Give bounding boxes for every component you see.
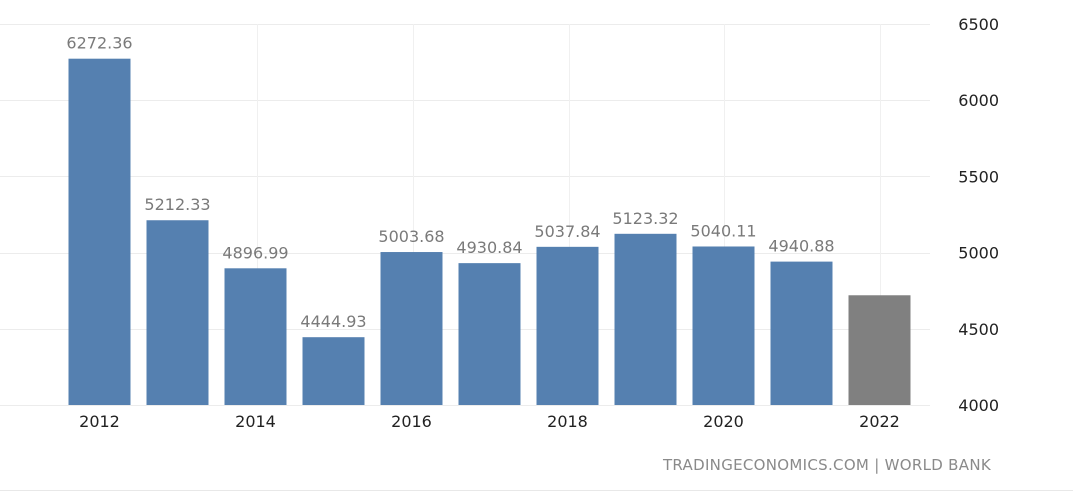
bar-2018[interactable] xyxy=(536,246,599,405)
bar-2013[interactable] xyxy=(146,220,209,405)
x-tick-2020: 2020 xyxy=(703,412,744,431)
y-axis: 4000 4500 5000 5500 6000 6500 xyxy=(958,15,999,415)
x-axis: 2012 2014 2016 2018 2020 2022 xyxy=(79,412,900,431)
x-tick-2018: 2018 xyxy=(547,412,588,431)
y-tick-4000: 4000 xyxy=(958,396,999,415)
data-label-2019: 5123.32 xyxy=(612,209,678,228)
x-tick-2014: 2014 xyxy=(235,412,276,431)
data-label-2021: 4940.88 xyxy=(768,237,834,256)
x-tick-2022: 2022 xyxy=(859,412,900,431)
x-tick-2016: 2016 xyxy=(391,412,432,431)
x-tick-2012: 2012 xyxy=(79,412,120,431)
bottom-divider xyxy=(0,490,1073,491)
data-label-2012: 6272.36 xyxy=(66,34,132,53)
bar-2016[interactable] xyxy=(380,252,443,405)
y-tick-5500: 5500 xyxy=(958,167,999,186)
bar-2015[interactable] xyxy=(302,337,365,405)
data-labels: 6272.36 5212.33 4896.99 4444.93 5003.68 4930.… xyxy=(66,34,834,332)
data-label-2018: 5037.84 xyxy=(534,222,600,241)
bar-2022[interactable] xyxy=(848,295,911,405)
bar-2014[interactable] xyxy=(224,268,287,405)
bar-2019[interactable] xyxy=(614,233,677,405)
bar-2020[interactable] xyxy=(692,246,755,405)
data-label-2020: 5040.11 xyxy=(690,221,756,240)
bar-2017[interactable] xyxy=(458,263,521,405)
data-label-2013: 5212.33 xyxy=(144,195,210,214)
data-label-2015: 4444.93 xyxy=(300,312,366,331)
data-label-2017: 4930.84 xyxy=(456,238,522,257)
y-tick-6500: 6500 xyxy=(958,15,999,34)
y-tick-6000: 6000 xyxy=(958,91,999,110)
bars xyxy=(68,58,911,406)
source-credit[interactable]: TRADINGECONOMICS.COM | WORLD BANK xyxy=(662,456,991,474)
y-tick-5000: 5000 xyxy=(958,244,999,263)
bar-2021[interactable] xyxy=(770,261,833,405)
bar-2012[interactable] xyxy=(68,58,131,406)
y-tick-4500: 4500 xyxy=(958,320,999,339)
data-label-2016: 5003.68 xyxy=(378,227,444,246)
data-label-2014: 4896.99 xyxy=(222,243,288,262)
